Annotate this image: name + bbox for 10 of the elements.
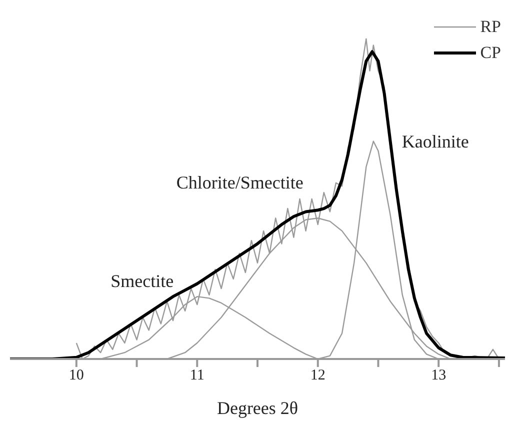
legend-label: CP (480, 43, 501, 63)
x-axis-title: Degrees 2θ (216, 398, 298, 418)
annotation: Smectite (110, 270, 174, 291)
x-tick-label: 11 (190, 368, 204, 384)
annotation: Kaolinite (402, 132, 469, 152)
legend-label: RP (480, 17, 501, 37)
x-tick-label: 12 (310, 368, 326, 384)
annotation: Chlorite/Smectite (176, 172, 304, 193)
x-tick-label: 10 (68, 368, 84, 384)
x-tick-label: 13 (431, 368, 446, 384)
